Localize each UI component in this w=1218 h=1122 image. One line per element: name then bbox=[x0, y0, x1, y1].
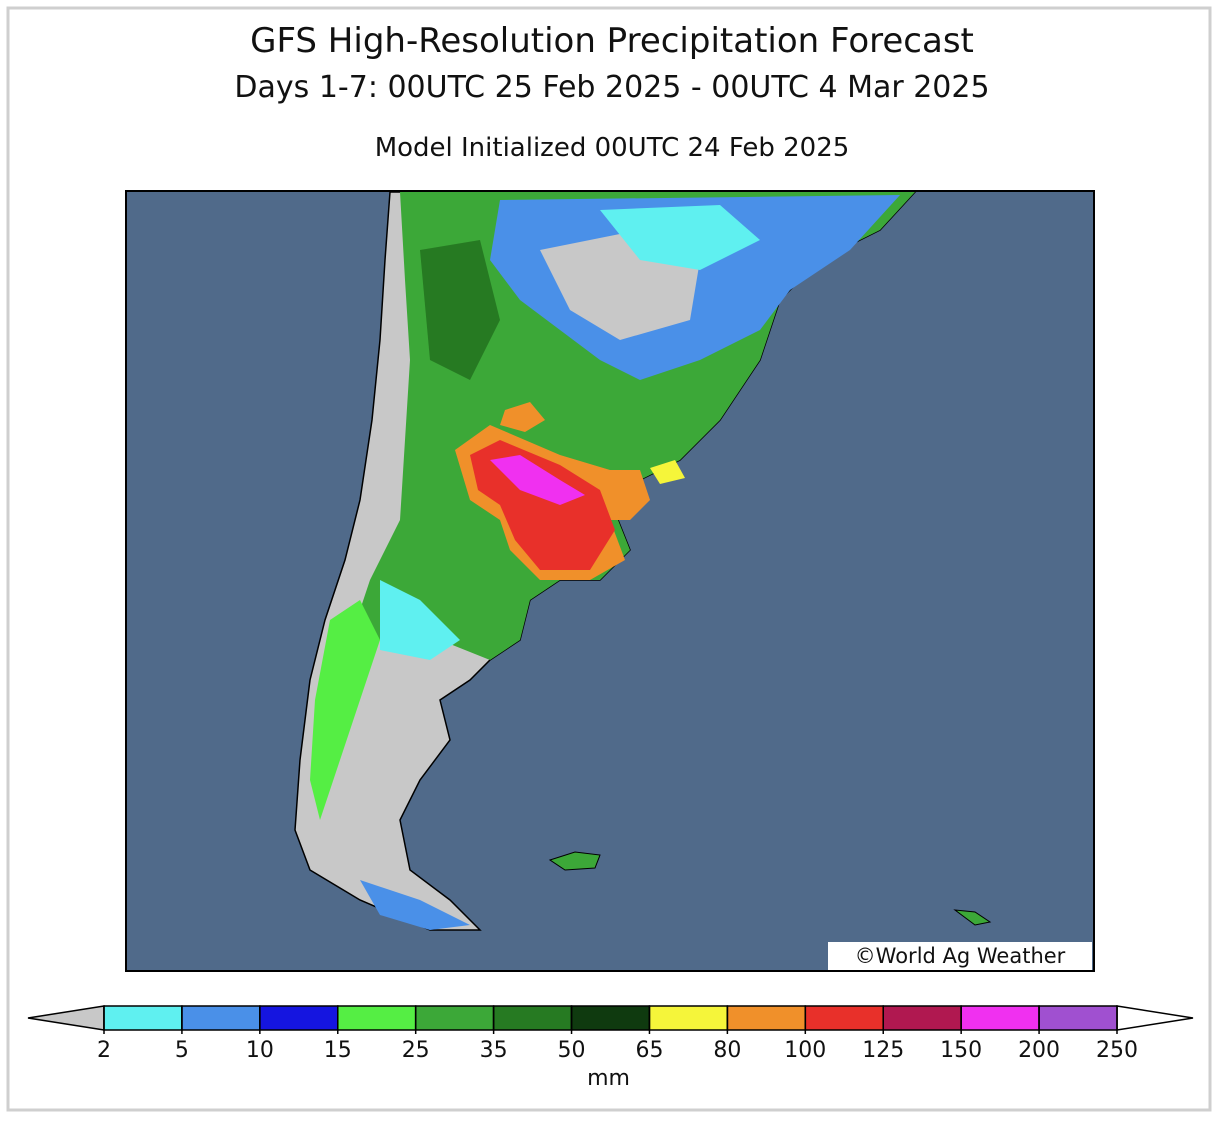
tick-label: 15 bbox=[324, 1038, 352, 1063]
tick-label: 10 bbox=[246, 1038, 274, 1063]
color-box bbox=[960, 1005, 1040, 1031]
tick-label: 200 bbox=[1018, 1038, 1060, 1063]
tick-label: 100 bbox=[784, 1038, 826, 1063]
unit-label: mm bbox=[587, 1066, 630, 1091]
tick-label: 150 bbox=[940, 1038, 982, 1063]
title: GFS High-Resolution Precipitation Foreca… bbox=[250, 21, 974, 61]
color-box bbox=[259, 1005, 339, 1031]
precip-yellow bbox=[650, 460, 685, 484]
falklands bbox=[548, 851, 601, 871]
precip-orange-2 bbox=[500, 402, 545, 432]
tick-label: 125 bbox=[862, 1038, 904, 1063]
tick-label: 80 bbox=[713, 1038, 741, 1063]
precip-cyan bbox=[600, 205, 760, 270]
tick-label: 35 bbox=[480, 1038, 508, 1063]
color-box bbox=[804, 1005, 884, 1031]
subtitle: Days 1-7: 00UTC 25 Feb 2025 - 00UTC 4 Ma… bbox=[234, 70, 989, 105]
map: ©World Ag Weather bbox=[125, 190, 1095, 972]
precip-magenta bbox=[490, 455, 585, 505]
tick-label: 65 bbox=[635, 1038, 663, 1063]
init-time: Model Initialized 00UTC 24 Feb 2025 bbox=[375, 133, 850, 163]
color-box bbox=[103, 1005, 183, 1031]
precip-blue-south bbox=[360, 880, 470, 930]
tick-label: 250 bbox=[1096, 1038, 1138, 1063]
credit-box bbox=[828, 942, 1092, 970]
precip-cyan-south bbox=[380, 580, 460, 660]
tick-label: 50 bbox=[558, 1038, 586, 1063]
color-box bbox=[882, 1005, 962, 1031]
color-box bbox=[648, 1005, 729, 1031]
color-box bbox=[181, 1005, 261, 1031]
color-box bbox=[1038, 1005, 1118, 1031]
color-box bbox=[492, 1005, 573, 1031]
color-box bbox=[726, 1005, 807, 1031]
color-box bbox=[337, 1005, 417, 1031]
south-georgia bbox=[953, 909, 992, 926]
tick-label: 25 bbox=[402, 1038, 430, 1063]
credit: ©World Ag Weather bbox=[855, 944, 1066, 968]
tick-label: 5 bbox=[175, 1038, 189, 1063]
tick-label: 2 bbox=[97, 1038, 111, 1063]
precip-green-south bbox=[310, 600, 380, 820]
color-box bbox=[414, 1005, 495, 1031]
color-box bbox=[570, 1005, 651, 1031]
precip-darkgreen bbox=[420, 240, 500, 380]
